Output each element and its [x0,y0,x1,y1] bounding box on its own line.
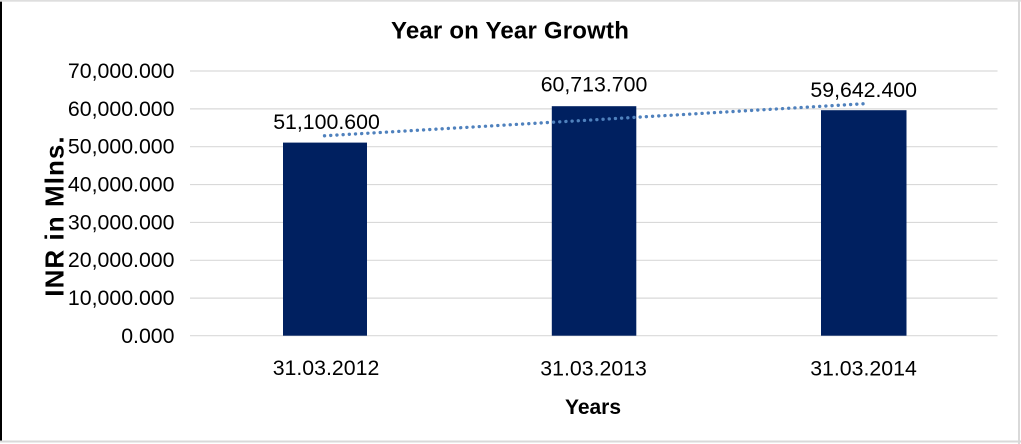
svg-text:40,000.000: 40,000.000 [68,173,175,197]
svg-text:30,000.000: 30,000.000 [68,210,175,234]
svg-text:59,642.400: 59,642.400 [810,78,917,102]
svg-text:31.03.2012: 31.03.2012 [273,356,380,380]
svg-text:20,000.000: 20,000.000 [68,248,175,272]
svg-text:31.03.2014: 31.03.2014 [810,356,917,380]
svg-text:60,000.000: 60,000.000 [68,97,175,121]
svg-text:51,100.600: 51,100.600 [273,110,380,134]
svg-text:Year on Year Growth: Year on Year Growth [391,18,629,45]
svg-text:10,000.000: 10,000.000 [68,286,175,310]
svg-text:0.000: 0.000 [121,324,174,348]
svg-text:60,713.700: 60,713.700 [541,72,648,96]
svg-text:INR in Mlns.: INR in Mlns. [40,135,70,296]
svg-text:70,000.000: 70,000.000 [68,59,175,83]
svg-text:50,000.000: 50,000.000 [68,135,175,159]
svg-text:Years: Years [565,396,621,419]
svg-text:31.03.2013: 31.03.2013 [540,356,647,380]
